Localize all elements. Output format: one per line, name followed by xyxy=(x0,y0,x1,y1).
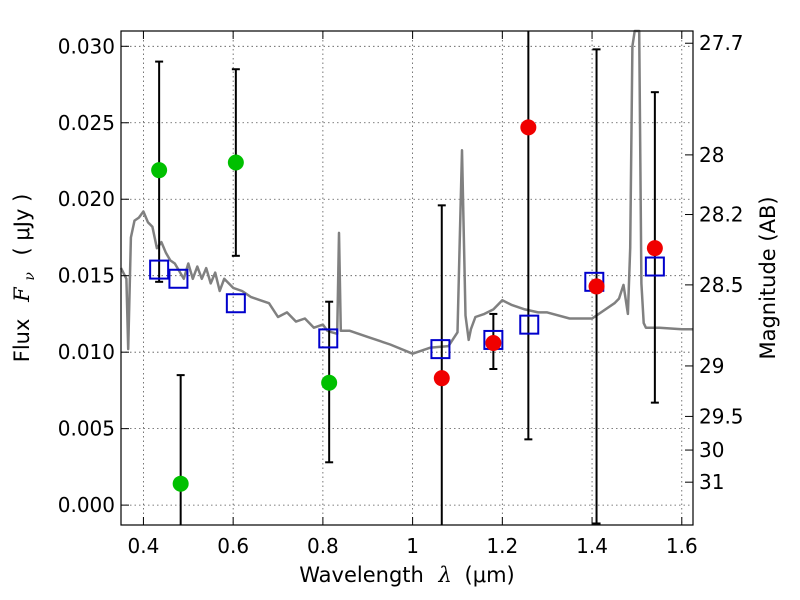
model-square xyxy=(225,293,246,314)
right-tick-label: 28 xyxy=(699,143,724,167)
red-point xyxy=(485,335,502,351)
y-tick-label: 0.015 xyxy=(58,264,115,288)
y-tick-label: 0.030 xyxy=(58,34,115,58)
red-point xyxy=(646,240,663,257)
tick-layer: 0.4 0.6 0.8 1 1.2 1.4 1.6 0.000 0.005 0.010 0.015 0… xyxy=(58,31,744,558)
model-square xyxy=(149,259,170,280)
y-axis-label-sub: ν xyxy=(22,272,38,281)
right-tick-label: 29 xyxy=(699,354,724,378)
red-point xyxy=(520,119,537,136)
errorbar-layer xyxy=(155,31,659,525)
right-tick-label: 28.5 xyxy=(699,273,744,297)
right-tick-label: 31 xyxy=(699,470,724,494)
grid-layer xyxy=(121,31,693,525)
x-tick-label: 1.6 xyxy=(666,534,698,558)
model-layer xyxy=(149,256,665,360)
x-tick-label: 1.2 xyxy=(486,534,518,558)
x-axis-label-unit: (μm) xyxy=(465,563,515,587)
green-point xyxy=(321,374,338,391)
x-tick-label: 0.6 xyxy=(217,534,249,558)
model-square xyxy=(168,268,189,289)
y-tick-label: 0.020 xyxy=(58,187,115,211)
y-axis-label-unit: ( μJy ) xyxy=(10,194,34,256)
red-point xyxy=(588,278,605,295)
green-point xyxy=(227,154,244,171)
y-axis-label-text: Flux xyxy=(10,319,34,363)
y-axis-label: Flux F ν ( μJy ) xyxy=(10,194,39,363)
point-layer xyxy=(151,119,663,492)
model-square xyxy=(644,256,665,277)
green-point xyxy=(172,475,189,492)
x-axis-label: Wavelength λ (μm) xyxy=(299,563,514,587)
x-axis-label-symbol: λ xyxy=(438,563,452,587)
right-tick-label: 30 xyxy=(699,438,724,462)
right-tick-label: 27.7 xyxy=(699,31,744,55)
right-tick-label: 29.5 xyxy=(699,404,744,428)
x-tick-label: 1.4 xyxy=(576,534,608,558)
y-tick-label: 0.025 xyxy=(58,111,115,135)
spectrum-line xyxy=(119,29,693,355)
x-tick-label: 0.8 xyxy=(307,534,339,558)
plot-frame xyxy=(120,30,694,526)
model-square xyxy=(318,328,339,349)
spectrum-layer xyxy=(119,29,693,355)
x-tick-label: 1 xyxy=(406,534,419,558)
y-tick-label: 0.005 xyxy=(58,417,115,441)
right-axis-label: Magnitude (AB) xyxy=(756,196,780,359)
model-square xyxy=(519,314,540,335)
right-tick-label: 28.2 xyxy=(699,203,744,227)
x-axis-label-text: Wavelength xyxy=(299,563,424,587)
model-square xyxy=(430,339,451,360)
x-tick-label: 0.4 xyxy=(128,534,160,558)
red-point xyxy=(433,370,450,387)
y-axis-label-symbol: F xyxy=(10,286,34,303)
green-point xyxy=(151,162,168,179)
y-tick-label: 0.000 xyxy=(58,493,115,517)
y-tick-label: 0.010 xyxy=(58,340,115,364)
